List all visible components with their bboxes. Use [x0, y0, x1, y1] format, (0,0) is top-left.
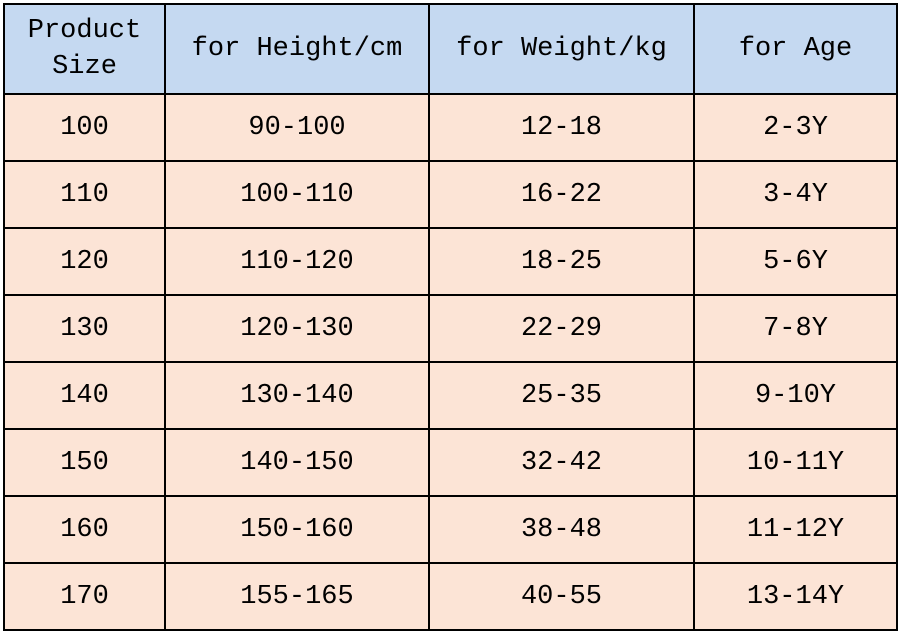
table-cell: 130 — [3, 294, 166, 363]
table-cell: 38-48 — [428, 495, 695, 564]
table-cell: 120 — [3, 227, 166, 296]
table-row: 100 90-100 12-18 2-3Y — [3, 93, 898, 162]
table-cell: 100 — [3, 93, 166, 162]
table-cell: 3-4Y — [693, 160, 898, 229]
table-cell: 160 — [3, 495, 166, 564]
table-cell: 11-12Y — [693, 495, 898, 564]
table-row: 170 155-165 40-55 13-14Y — [3, 562, 898, 631]
table-cell: 32-42 — [428, 428, 695, 497]
table-cell: 170 — [3, 562, 166, 631]
table-cell: 12-18 — [428, 93, 695, 162]
table-cell: 9-10Y — [693, 361, 898, 430]
table-cell: 13-14Y — [693, 562, 898, 631]
table-cell: 16-22 — [428, 160, 695, 229]
header-cell: for Height/cm — [164, 3, 430, 95]
table-cell: 120-130 — [164, 294, 430, 363]
table-row: 120 110-120 18-25 5-6Y — [3, 227, 898, 296]
table-body: 100 90-100 12-18 2-3Y 110 100-110 16-22 3-4Y 120… — [3, 93, 898, 631]
table-cell: 110-120 — [164, 227, 430, 296]
table-row: 140 130-140 25-35 9-10Y — [3, 361, 898, 430]
table-cell: 2-3Y — [693, 93, 898, 162]
size-table: Product Size for Height/cm for Weight/kg fo… — [3, 3, 898, 631]
table-cell: 150-160 — [164, 495, 430, 564]
table-cell: 7-8Y — [693, 294, 898, 363]
table-cell: 140 — [3, 361, 166, 430]
table-row: 130 120-130 22-29 7-8Y — [3, 294, 898, 363]
table-cell: 40-55 — [428, 562, 695, 631]
table-cell: 130-140 — [164, 361, 430, 430]
table-cell: 22-29 — [428, 294, 695, 363]
table-cell: 140-150 — [164, 428, 430, 497]
header-cell: for Weight/kg — [428, 3, 695, 95]
header-cell: for Age — [693, 3, 898, 95]
table-cell: 150 — [3, 428, 166, 497]
header-cell: Product Size — [3, 3, 166, 95]
table-row: 150 140-150 32-42 10-11Y — [3, 428, 898, 497]
table-cell: 5-6Y — [693, 227, 898, 296]
table-row: 160 150-160 38-48 11-12Y — [3, 495, 898, 564]
table-cell: 155-165 — [164, 562, 430, 631]
table-cell: 100-110 — [164, 160, 430, 229]
table-cell: 18-25 — [428, 227, 695, 296]
table-cell: 10-11Y — [693, 428, 898, 497]
header-row: Product Size for Height/cm for Weight/kg fo… — [3, 3, 898, 95]
table-cell: 110 — [3, 160, 166, 229]
table-row: 110 100-110 16-22 3-4Y — [3, 160, 898, 229]
table-cell: 90-100 — [164, 93, 430, 162]
table-cell: 25-35 — [428, 361, 695, 430]
